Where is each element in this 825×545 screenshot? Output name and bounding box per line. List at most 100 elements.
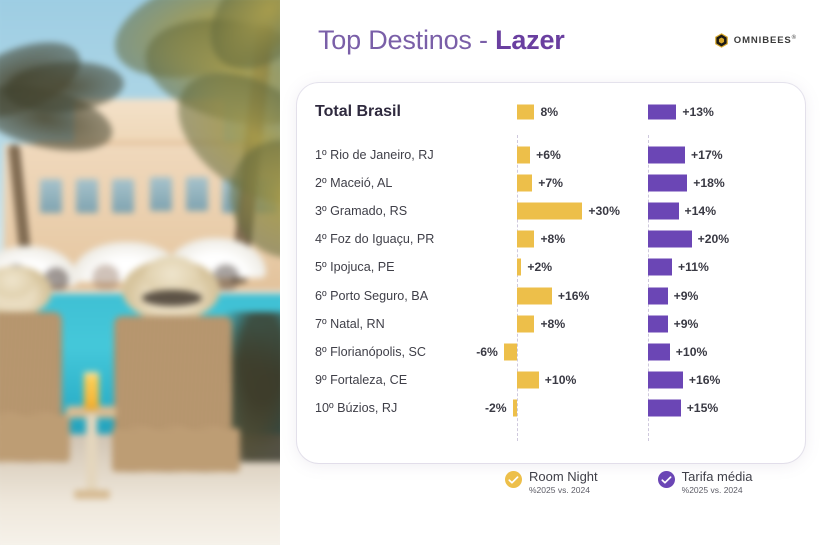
- room-night-bar: [517, 315, 535, 333]
- chart-row-label: 4º Foz do Iguaçu, PR: [315, 232, 435, 247]
- room-night-bar: [512, 399, 517, 417]
- legend-sublabel: %2025 vs. 2024: [681, 485, 743, 496]
- chart-row: 2º Maceió, AL +7% +18%: [297, 171, 805, 195]
- room-night-bar: [517, 287, 552, 304]
- hero-photo: [0, 0, 280, 545]
- room-night-value: +2%: [527, 260, 553, 275]
- tarifa-media-bar: [648, 230, 692, 248]
- chart-row-label: 7º Natal, RN: [315, 316, 385, 331]
- room-night-value: -2%: [484, 400, 507, 415]
- chart-row-label: 1º Rio de Janeiro, RJ: [315, 148, 434, 162]
- tarifa-media-value: +16%: [688, 372, 721, 387]
- legend-text: Room Night %2025 vs. 2024: [529, 469, 598, 496]
- photo-side-table: [66, 406, 116, 418]
- tarifa-media-value: +11%: [677, 260, 709, 275]
- hexagon-logo-icon: [714, 33, 728, 48]
- room-night-bar: [517, 230, 535, 248]
- chart-row: 1º Rio de Janeiro, RJ +6% +17%: [297, 143, 805, 167]
- photo-side-table-stem: [86, 414, 97, 494]
- chart-row-total: Total Brasil 8% +13%: [297, 95, 805, 129]
- brand-name: OMNIBEES®: [733, 34, 797, 47]
- total-room-night-bar: [517, 104, 535, 120]
- tarifa-media-bar: [648, 343, 670, 361]
- tarifa-media-value: +9%: [673, 288, 699, 303]
- page-title-bold: Lazer: [495, 25, 565, 55]
- brand-trademark: ®: [791, 34, 797, 41]
- chart-card: Total Brasil 8% +13% 1º Rio de Janeiro, RJ +…: [297, 83, 805, 463]
- room-night-value: +7%: [538, 176, 563, 191]
- room-night-value: -6%: [476, 344, 498, 359]
- room-night-bar: [517, 202, 583, 220]
- legend-item: Room Night %2025 vs. 2024: [505, 469, 598, 496]
- chart-row: 4º Foz do Iguaçu, PR +8% +20%: [297, 227, 805, 251]
- chart-row: 6º Porto Seguro, BA +16% +9%: [297, 284, 805, 308]
- room-night-value: +8%: [540, 232, 566, 247]
- room-night-value: +8%: [540, 316, 566, 331]
- chart-row: 10º Búzios, RJ -2% +15%: [297, 396, 805, 420]
- photo-window: [186, 177, 208, 211]
- room-night-value: +16%: [557, 288, 590, 303]
- legend-sublabel: %2025 vs. 2024: [529, 485, 590, 496]
- room-night-bar: [517, 371, 539, 389]
- chart-row: 9º Fortaleza, CE +10% +16%: [297, 368, 805, 392]
- room-night-value: +6%: [536, 148, 561, 162]
- chart-legend: Room Night %2025 vs. 2024 Tarifa média %202…: [505, 469, 753, 496]
- tarifa-media-bar: [648, 174, 688, 192]
- chart-row-label: 5º Ipojuca, PE: [315, 260, 395, 275]
- photo-sun-hat-band: [142, 290, 202, 306]
- photo-juice-glass: [84, 372, 99, 410]
- photo-lounge-chair: [0, 312, 62, 422]
- photo-window: [150, 177, 172, 211]
- tarifa-media-value: +14%: [684, 204, 717, 219]
- chart-row-label: 8º Florianópolis, SC: [315, 344, 426, 359]
- tarifa-media-value: +18%: [693, 176, 725, 191]
- page-title: Top Destinos - Lazer: [318, 25, 565, 56]
- check-circle-icon: [657, 471, 675, 488]
- room-night-bar: [517, 174, 533, 192]
- tarifa-media-value: +20%: [697, 232, 730, 247]
- chart-panel: Top Destinos - Lazer OMNIBEES® Total Bra…: [280, 0, 825, 545]
- total-room-night-value: 8%: [540, 105, 559, 119]
- chart-row: 7º Natal, RN +8% +9%: [297, 312, 805, 336]
- room-night-bar: [517, 146, 531, 164]
- tarifa-media-bar: [648, 146, 686, 164]
- check-circle-icon: [505, 471, 522, 488]
- tarifa-media-bar: [648, 315, 668, 333]
- tarifa-media-bar: [648, 371, 683, 389]
- chart-row: 3º Gramado, RS +30% +14%: [297, 199, 805, 223]
- room-night-value: +10%: [544, 372, 577, 387]
- photo-window: [76, 179, 98, 213]
- photo-window: [112, 179, 134, 213]
- tarifa-media-value: +9%: [673, 316, 699, 331]
- room-night-bar: [517, 258, 522, 276]
- chart-row: 5º Ipojuca, PE +2% +11%: [297, 255, 805, 279]
- photo-sun-hat-crown: [144, 256, 200, 296]
- tarifa-media-bar: [648, 287, 668, 304]
- chart-row-label: 10º Búzios, RJ: [315, 400, 398, 415]
- chart-row-label: 2º Maceió, AL: [315, 176, 393, 191]
- chart-row-total-label: Total Brasil: [315, 103, 401, 120]
- tarifa-media-bar: [648, 258, 672, 276]
- total-tarifa-media-value: +13%: [682, 105, 714, 119]
- legend-text: Tarifa média %2025 vs. 2024: [681, 469, 753, 496]
- photo-lounge-chair: [114, 316, 232, 436]
- chart-row-label: 3º Gramado, RS: [315, 204, 408, 219]
- total-tarifa-media-bar: [648, 104, 677, 120]
- hero-photo-content: [0, 0, 280, 545]
- legend-label: Tarifa média: [681, 469, 753, 484]
- photo-side-table-base: [74, 490, 110, 499]
- photo-window: [40, 179, 62, 213]
- chart-rows: Total Brasil 8% +13% 1º Rio de Janeiro, RJ +…: [297, 83, 805, 463]
- photo-lounge-chair-seat: [0, 414, 70, 462]
- legend-item: Tarifa média %2025 vs. 2024: [657, 469, 753, 496]
- tarifa-media-value: +17%: [691, 148, 723, 162]
- photo-lounge-chair-seat: [112, 428, 240, 472]
- tarifa-media-bar: [648, 202, 679, 220]
- legend-label: Room Night: [529, 469, 598, 484]
- page-title-normal: Top Destinos -: [318, 25, 496, 55]
- brand-logo: OMNIBEES®: [714, 33, 797, 48]
- tarifa-media-value: +15%: [686, 400, 719, 415]
- chart-row-label: 9º Fortaleza, CE: [315, 372, 408, 387]
- chart-row: 8º Florianópolis, SC -6% +10%: [297, 340, 805, 364]
